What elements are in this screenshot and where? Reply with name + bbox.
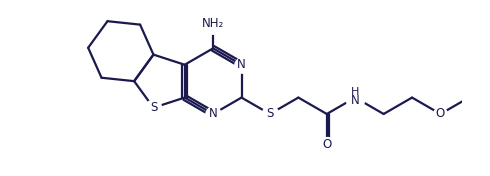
Text: O: O (436, 108, 445, 121)
Text: N: N (237, 58, 246, 71)
Text: O: O (322, 138, 331, 151)
Text: NH₂: NH₂ (202, 17, 224, 30)
Text: S: S (150, 101, 157, 114)
Text: N: N (209, 108, 218, 121)
Text: H: H (351, 87, 359, 97)
Text: S: S (266, 108, 273, 121)
Text: N: N (351, 94, 360, 107)
